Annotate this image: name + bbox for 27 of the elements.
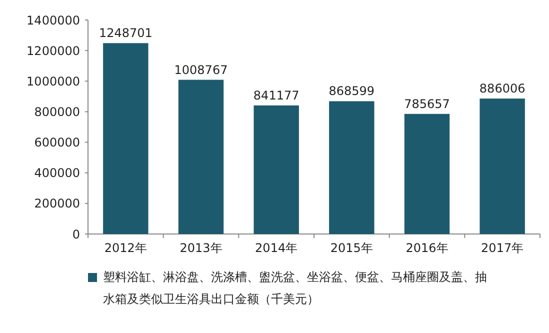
bar: [404, 114, 450, 234]
bar: [329, 101, 374, 234]
bar: [254, 105, 299, 234]
y-tick-label: 200000: [34, 196, 80, 211]
bar: [103, 43, 148, 234]
data-label: 841177: [253, 88, 300, 102]
bar: [178, 80, 224, 234]
y-tick-label: 1400000: [26, 13, 80, 28]
y-tick-label: 1000000: [26, 74, 80, 88]
x-tick-label: 2017年: [481, 241, 524, 255]
data-label: 785657: [404, 96, 450, 111]
x-tick-label: 2016年: [406, 241, 448, 255]
legend-label: 塑料浴缸、淋浴盘、洗涤槽、盥洗盆、坐浴盆、便盆、马桶座圈及盖、抽水箱及类似卫生浴具出口金额（千美元）: [103, 269, 488, 308]
x-tick-label: 2015年: [330, 241, 373, 255]
x-tick-label: 2012年: [104, 241, 147, 255]
x-tick-label: 2013年: [180, 241, 222, 255]
y-tick-label: 400000: [34, 166, 80, 180]
x-tick-label: 2014年: [255, 241, 298, 255]
y-tick-label: 0: [72, 227, 80, 242]
bar: [480, 98, 525, 234]
data-label: 1248701: [98, 26, 152, 40]
data-label: 886006: [479, 82, 526, 96]
y-tick-label: 800000: [34, 105, 80, 120]
data-label: 1008767: [174, 62, 228, 77]
data-label: 868599: [328, 84, 375, 98]
y-tick-label: 600000: [34, 136, 80, 150]
y-tick-label: 1200000: [26, 44, 80, 58]
